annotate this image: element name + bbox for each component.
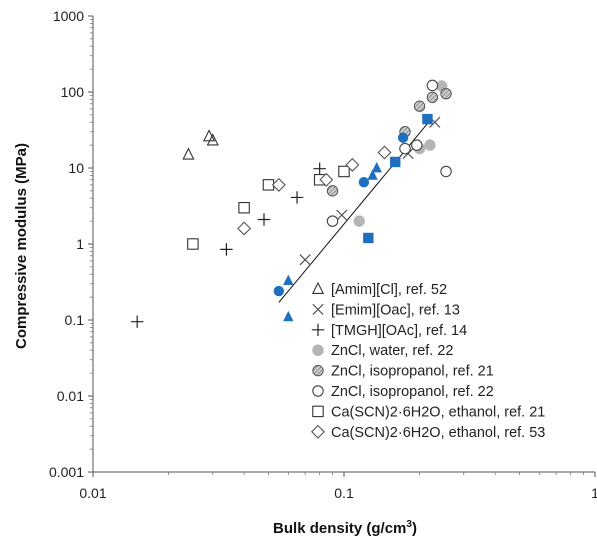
- data-point: [426, 91, 439, 104]
- data-point: [358, 177, 370, 188]
- data-point: [363, 232, 374, 244]
- legend-label: ZnCl, water, ref. 22: [331, 343, 454, 359]
- data-point: [411, 139, 423, 151]
- data-point: [283, 310, 294, 322]
- data-point: [413, 100, 426, 112]
- data-point: [440, 165, 452, 178]
- legend-marker: [312, 364, 324, 377]
- legend-marker: [311, 323, 325, 336]
- legend-marker: [311, 424, 325, 439]
- data-point: [237, 221, 252, 236]
- data-point: [220, 243, 233, 256]
- data-point: [238, 201, 250, 214]
- data-marks: [130, 79, 452, 328]
- data-point: [299, 254, 311, 266]
- data-point: [377, 145, 392, 160]
- data-point: [390, 156, 401, 168]
- data-point: [313, 162, 326, 175]
- data-point: [397, 132, 409, 143]
- data-point: [319, 172, 334, 187]
- data-point: [130, 315, 144, 328]
- data-point: [367, 169, 378, 180]
- legend-marker: [312, 405, 324, 418]
- y-tick-label: 0.01: [57, 388, 84, 404]
- data-point: [338, 165, 350, 178]
- data-point: [422, 113, 433, 125]
- data-point: [353, 215, 365, 227]
- data-point: [290, 191, 304, 204]
- data-point: [271, 177, 286, 192]
- data-point: [371, 162, 382, 173]
- data-point: [426, 79, 439, 92]
- legend-marker: [312, 385, 324, 397]
- legend: [Amim][Cl], ref. 52 [Emim][Oac], ref. 13 […: [311, 281, 545, 441]
- data-point: [326, 215, 339, 227]
- x-axis-title: Bulk density (g/cm3): [273, 519, 417, 537]
- y-axis-title: Compressive modulus (MPa): [13, 143, 30, 349]
- y-tick-label: 100: [61, 84, 85, 100]
- y-tick-label: 1000: [53, 8, 84, 24]
- legend-label: ZnCl, isopropanol, ref. 21: [331, 364, 494, 380]
- legend-label: Ca(SCN)2·6H2O, ethanol, ref. 21: [331, 404, 545, 420]
- x-tick-label: 1: [591, 485, 597, 501]
- legend-label: [TMGH][OAc], ref. 14: [331, 323, 467, 339]
- legend-label: [Emim][Oac], ref. 13: [331, 302, 460, 318]
- data-point: [206, 133, 219, 146]
- data-point: [182, 147, 195, 160]
- data-point: [424, 139, 436, 151]
- data-point: [345, 157, 360, 172]
- y-tick-label: 0.001: [49, 464, 84, 480]
- y-tick-label: 10: [68, 160, 84, 176]
- legend-marker: [312, 303, 324, 316]
- legend-marker: [311, 281, 325, 294]
- data-point: [440, 87, 452, 100]
- data-point: [326, 185, 339, 197]
- x-tick-label: 0.1: [334, 485, 354, 501]
- y-tick-label: 0.1: [65, 312, 85, 328]
- data-point: [273, 285, 285, 297]
- legend-label: Ca(SCN)2·6H2O, ethanol, ref. 53: [331, 425, 545, 441]
- data-point: [283, 274, 294, 285]
- legend-label: ZnCl, isopropanol, ref. 22: [331, 384, 494, 400]
- data-point: [187, 238, 199, 250]
- data-point: [399, 142, 411, 155]
- y-tick-label: 1: [76, 236, 84, 252]
- data-point: [336, 209, 348, 221]
- legend-label: [Amim][Cl], ref. 52: [331, 282, 447, 298]
- axes: 0.001 0.01 0.1 1 10 100 1000 0.01 0.1 1: [49, 8, 597, 501]
- x-tick-label: 0.01: [79, 485, 106, 501]
- data-point: [257, 213, 271, 226]
- legend-marker: [312, 344, 324, 356]
